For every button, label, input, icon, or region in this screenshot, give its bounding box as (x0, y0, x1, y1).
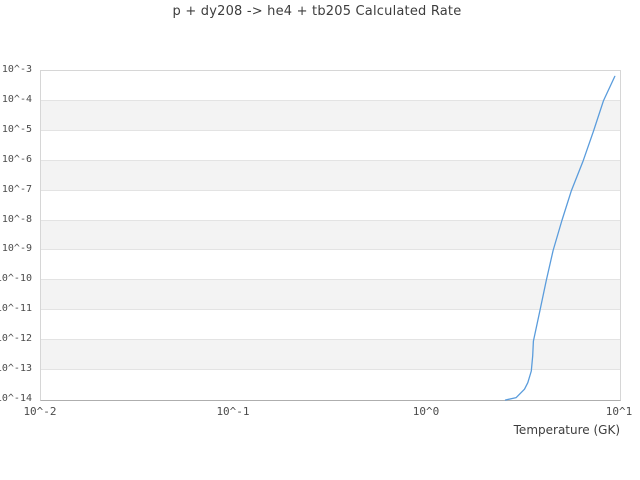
y-tick-label: 10^-3 (1, 64, 32, 75)
gridline (41, 339, 620, 341)
plot-band (41, 280, 620, 311)
rate-line (504, 75, 616, 401)
chart-title: p + dy208 -> he4 + tb205 Calculated Rate (172, 4, 462, 19)
y-tick-label: 10^-9 (1, 243, 32, 254)
y-tick-label: 10^-8 (1, 214, 32, 225)
plot-band (41, 160, 620, 191)
y-tick-label: 10^-5 (1, 124, 32, 135)
plot-band (41, 71, 620, 101)
gridline (41, 309, 620, 311)
gridline (41, 159, 620, 161)
x-tick-label: 10^-1 (216, 405, 250, 418)
plot-band (41, 190, 620, 221)
gridline (41, 219, 620, 221)
y-tick-label: 10^-10 (0, 273, 32, 284)
plot-area (40, 70, 621, 401)
x-tick-label: 10^-2 (23, 405, 57, 418)
x-tick-label: 10^1 (605, 405, 633, 418)
y-tick-label: 10^-13 (0, 363, 32, 374)
y-tick-label: 10^-12 (0, 333, 32, 344)
gridline (41, 279, 620, 281)
plot-band (41, 310, 620, 341)
gridline (41, 129, 620, 131)
plot-band (41, 250, 620, 281)
y-tick-label: 10^-11 (0, 303, 32, 314)
plot-band (41, 370, 620, 400)
plot-band (41, 220, 620, 251)
gridline (41, 189, 620, 191)
y-tick-label: 10^-4 (1, 94, 32, 105)
plot-band (41, 130, 620, 161)
x-tick-label: 10^0 (412, 405, 440, 418)
y-tick-label: 10^-14 (0, 393, 32, 404)
x-axis-label: Temperature (GK) (513, 423, 620, 437)
gridline (41, 369, 620, 371)
plot-band (41, 100, 620, 131)
plot-band (41, 340, 620, 371)
gridline (41, 249, 620, 251)
y-tick-label: 10^-6 (1, 154, 32, 165)
rate-line-series (504, 75, 616, 401)
gridline (41, 99, 620, 101)
y-tick-label: 10^-7 (1, 184, 32, 195)
